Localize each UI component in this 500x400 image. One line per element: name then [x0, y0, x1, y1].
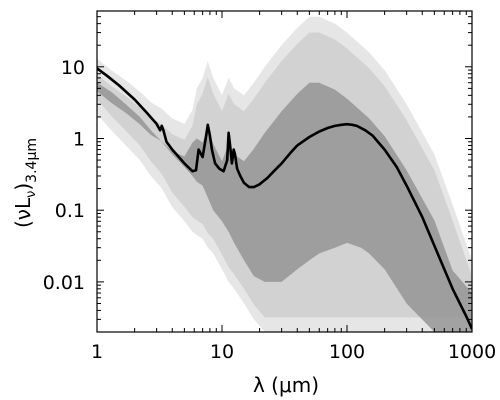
tick-mark-group	[96, 10, 473, 333]
y-axis-label-sub: 3.4μm	[24, 138, 40, 183]
x-axis-label: λ (μm)	[253, 373, 319, 397]
y-tick-label: 10	[61, 57, 85, 79]
y-axis-label-nu-sub: ν	[24, 191, 39, 198]
y-axis-label-close: )	[11, 183, 35, 191]
envelope-core-band	[97, 82, 472, 332]
series-line-group	[97, 67, 472, 330]
tick-label-group: 1 10 100 1000 0.01 0.1 1 10	[43, 57, 496, 363]
x-tick-label: 1000	[448, 341, 496, 363]
y-tick-label: 1	[73, 128, 85, 150]
envelope-band-group	[97, 16, 472, 332]
x-tick-label: 100	[329, 341, 365, 363]
x-tick-label: 1	[91, 341, 103, 363]
y-tick-label: 0.01	[43, 272, 85, 294]
series-line-0	[97, 67, 472, 330]
plot-frame	[96, 10, 473, 333]
y-axis-label: (νLν)3.4μm	[11, 138, 40, 228]
x-tick-label: 10	[210, 341, 234, 363]
y-axis-label-main: (νL	[11, 197, 35, 228]
y-tick-label: 0.1	[55, 200, 85, 222]
